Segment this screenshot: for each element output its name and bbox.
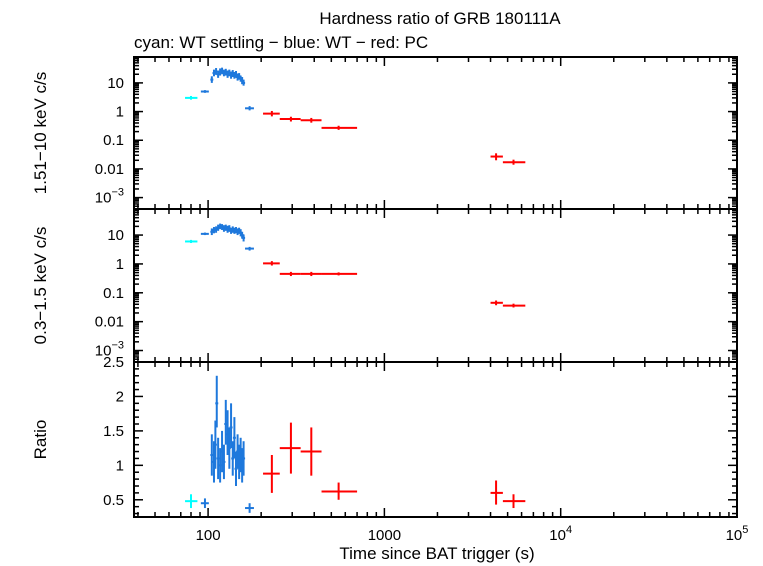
data-point [321,482,358,500]
data-point [185,239,198,244]
chart-title: Hardness ratio of GRB 180111A [319,9,561,28]
series-wt-settling [185,239,198,244]
panel-soft: 10 1 0.1 0.01 10−3 0.3−1.5 keV c/s [31,208,738,363]
x-tick-label: 104 [549,524,572,544]
data-point [263,110,280,117]
data-point [212,69,216,77]
data-point [185,494,198,509]
data-point [300,117,322,123]
data-point [321,125,358,130]
data-point [279,271,301,277]
data-point [300,427,322,476]
data-point [185,95,198,100]
data-point [502,303,526,308]
y-tick-label: 1 [116,104,124,121]
y-axis-label-ratio: Ratio [31,420,50,460]
data-point [300,271,322,277]
panel-hard: 10 1 0.1 0.01 10−3 1.51−10 keV c/s [31,56,738,210]
data-point [490,153,503,161]
data-point [502,159,526,165]
panel-frame [133,208,738,363]
panel-frame [133,56,738,210]
y-tick-label: 10−3 [95,340,124,360]
y-tick-label: 0.01 [95,314,124,331]
y-tick-label: 0.5 [103,492,124,509]
series-wt [200,375,254,513]
data-point [200,498,209,509]
y-tick-label: 1 [116,256,124,273]
x-tick-label: 1000 [368,527,401,544]
data-point [214,226,218,233]
y-tick-label: 2 [116,388,124,405]
data-point [245,503,254,513]
data-point [210,228,214,236]
data-point [490,480,503,505]
data-point [245,106,254,111]
data-point [490,300,503,306]
y-tick-label: 10 [107,75,124,92]
data-point [242,79,246,86]
data-point [200,90,209,93]
x-tick-label: 105 [726,524,749,544]
series-wt [200,67,254,111]
series-wt-settling [185,494,198,509]
data-point [200,232,209,236]
data-point [263,261,280,266]
data-point [213,420,217,469]
y-axis-label-soft: 0.3−1.5 keV c/s [31,227,50,345]
y-axis-label-hard: 1.51−10 keV c/s [31,72,50,194]
y-tick-label: 0.1 [103,285,124,302]
data-point [232,417,236,459]
x-tick-label: 100 [196,527,221,544]
panel-ratio: 2.5 2 1.5 1 0.5 Ratio [31,354,738,518]
data-point [215,375,219,428]
y-tick-label: 0.01 [95,161,124,178]
panel-frame [133,361,738,518]
data-point [210,76,214,83]
data-point [214,68,218,75]
series-pc [263,110,526,165]
x-axis-label: Time since BAT trigger (s) [339,544,534,563]
y-tick-label: 10−3 [95,187,124,207]
data-point [222,444,226,480]
series-wt [200,223,254,251]
data-point [242,441,246,476]
series-pc [263,422,526,509]
data-point [279,116,301,122]
y-tick-label: 0.1 [103,132,124,149]
data-point [502,494,526,509]
data-point [242,234,246,242]
series-wt-settling [185,95,198,100]
data-point [210,434,214,476]
y-tick-label: 1 [116,457,124,474]
data-point [321,272,358,276]
data-point [229,403,233,449]
series-pc [263,261,526,308]
y-tick-label: 1.5 [103,423,124,440]
data-point [263,455,280,493]
data-point [245,246,254,251]
y-tick-label: 10 [107,227,124,244]
chart-subtitle: cyan: WT settling − blue: WT − red: PC [134,33,428,52]
data-point [279,422,301,474]
y-tick-label: 2.5 [103,354,124,371]
